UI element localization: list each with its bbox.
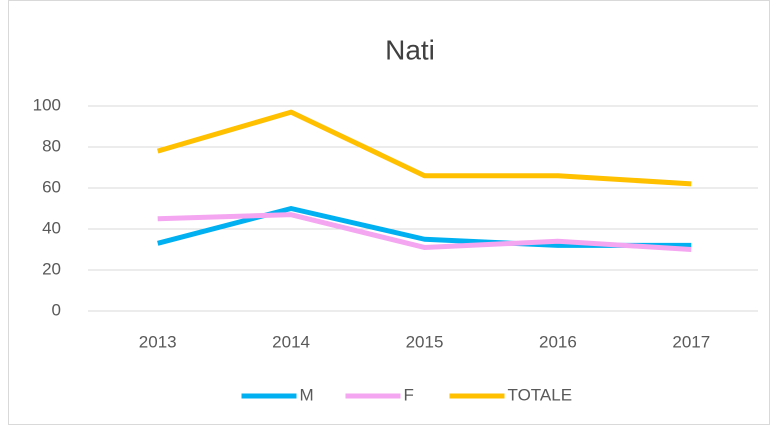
- legend-label: TOTALE: [508, 385, 573, 404]
- x-tick-label: 2013: [139, 332, 177, 351]
- x-tick-label: 2014: [272, 332, 310, 351]
- y-tick-label: 80: [42, 136, 61, 155]
- y-tick-label: 100: [33, 95, 61, 114]
- y-tick-label: 0: [52, 300, 61, 319]
- series-line: [156, 109, 692, 187]
- y-tick-label: 20: [42, 259, 61, 278]
- legend-label: M: [300, 385, 314, 404]
- x-tick-label: 2016: [539, 332, 577, 351]
- x-tick-label: 2015: [406, 332, 444, 351]
- y-tick-label: 60: [42, 177, 61, 196]
- legend-label: F: [404, 385, 414, 404]
- x-tick-label: 2017: [672, 332, 710, 351]
- series-line: [157, 212, 692, 252]
- chart-border: [8, 0, 770, 425]
- y-tick-label: 40: [42, 218, 61, 237]
- chart-title: Nati: [385, 34, 435, 65]
